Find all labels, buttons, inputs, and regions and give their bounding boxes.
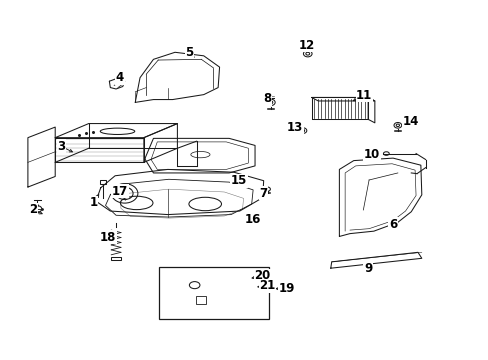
Text: 21: 21 <box>259 279 275 292</box>
Text: 8: 8 <box>263 93 271 105</box>
Text: 11: 11 <box>355 89 372 102</box>
Text: 17: 17 <box>112 185 128 198</box>
Text: 10: 10 <box>363 148 379 161</box>
Text: 9: 9 <box>363 262 371 275</box>
Text: 16: 16 <box>244 213 261 226</box>
Text: 15: 15 <box>230 174 246 187</box>
Text: 3: 3 <box>57 140 65 153</box>
Text: 13: 13 <box>286 121 303 134</box>
Text: 5: 5 <box>185 46 193 59</box>
Text: 18: 18 <box>100 231 116 244</box>
Bar <box>100 180 106 184</box>
Bar <box>111 257 121 260</box>
Text: 1: 1 <box>89 197 98 210</box>
Text: 6: 6 <box>388 217 396 231</box>
Text: 4: 4 <box>116 71 124 84</box>
Bar <box>195 296 206 304</box>
Text: 14: 14 <box>402 115 419 128</box>
Text: 2: 2 <box>29 203 38 216</box>
Text: 20: 20 <box>254 270 270 283</box>
Text: 7: 7 <box>259 187 267 200</box>
Text: 12: 12 <box>298 39 314 52</box>
Text: 19: 19 <box>278 282 294 295</box>
Bar <box>159 267 269 319</box>
